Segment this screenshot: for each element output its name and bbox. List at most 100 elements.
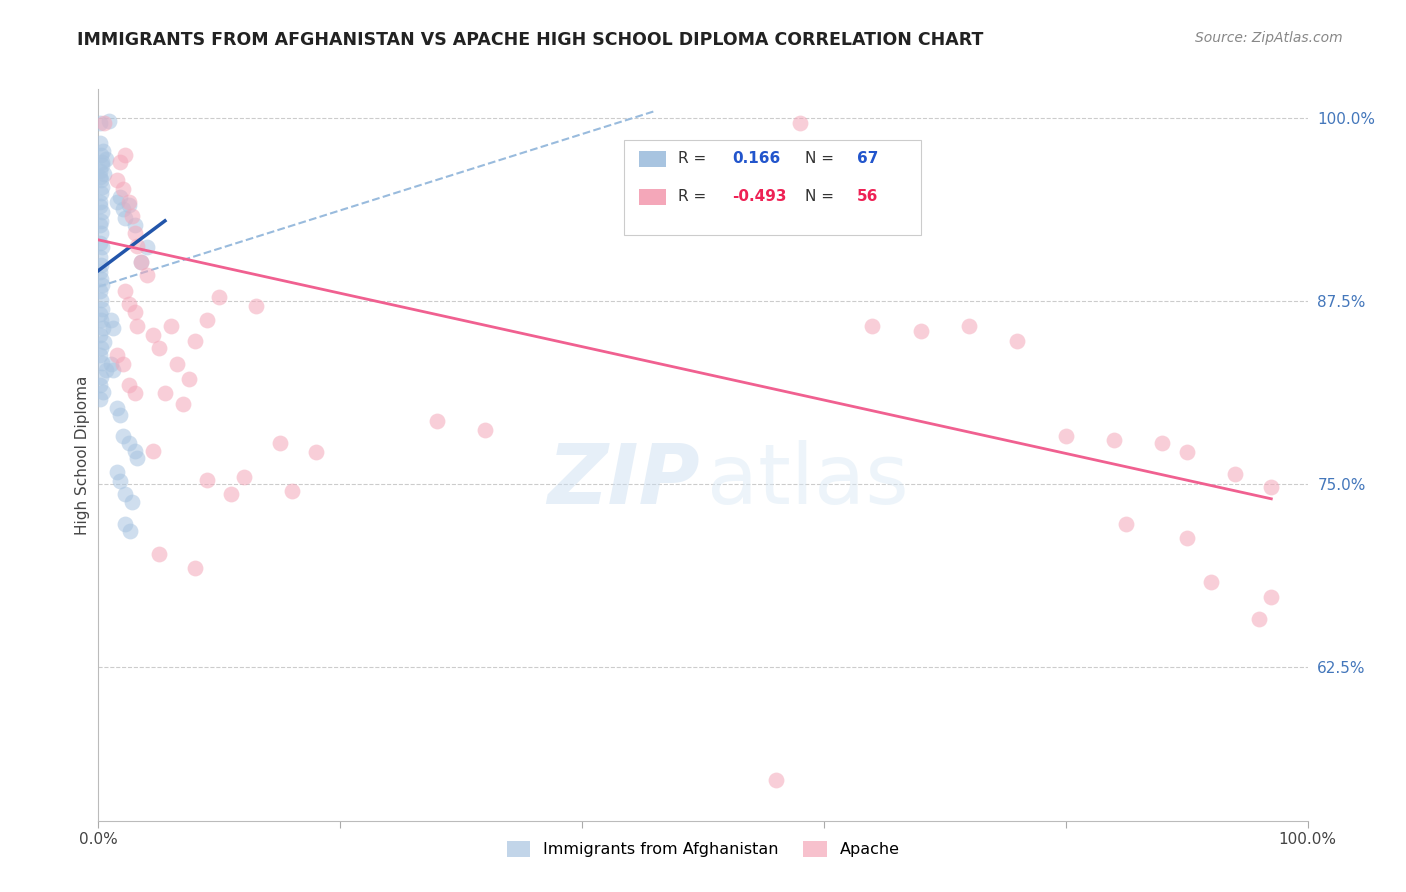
Point [179,372,201,386]
Point [111,182,134,196]
Point [305,445,328,459]
Point [124,219,146,233]
Point [127,319,149,334]
Point [91,384,114,399]
Point [93,167,115,181]
Point [1260,590,1282,604]
Point [91,320,114,334]
Point [124,226,146,240]
Point [957,319,980,334]
Point [1249,612,1271,626]
Point [1152,436,1174,450]
Point [129,255,152,269]
Point [89,169,111,184]
Point [90,214,112,228]
Point [232,470,254,484]
Point [90,258,112,272]
Point [100,357,122,371]
Point [142,328,165,343]
Point [114,284,136,298]
Point [108,155,131,169]
Point [1102,434,1125,448]
Point [108,475,131,489]
Point [1054,429,1077,443]
Point [765,772,787,787]
Point [90,173,112,187]
Point [127,238,149,252]
Point [208,290,231,304]
Point [114,487,136,501]
Point [91,278,114,293]
Point [114,148,136,162]
Point [184,560,207,574]
Point [127,450,149,465]
Legend: Immigrants from Afghanistan, Apache: Immigrants from Afghanistan, Apache [501,835,905,863]
Point [90,293,112,307]
Text: Source: ZipAtlas.com: Source: ZipAtlas.com [1195,31,1343,45]
Text: IMMIGRANTS FROM AFGHANISTAN VS APACHE HIGH SCHOOL DIPLOMA CORRELATION CHART: IMMIGRANTS FROM AFGHANISTAN VS APACHE HI… [77,31,984,49]
Point [89,194,111,209]
Point [910,324,932,338]
Point [148,548,170,562]
Point [90,226,112,240]
Text: atlas: atlas [707,440,908,521]
Point [90,148,112,162]
Text: R =: R = [678,151,706,166]
Point [91,356,114,370]
FancyBboxPatch shape [638,189,665,205]
Point [1175,445,1198,459]
Point [269,436,291,450]
Point [118,297,141,311]
Point [93,116,115,130]
Point [135,268,157,282]
Point [93,335,115,350]
Text: ZIP: ZIP [547,440,699,521]
Point [89,116,111,130]
Point [90,313,112,327]
Point [195,313,218,327]
Text: 56: 56 [856,189,877,204]
Point [108,409,131,423]
Point [89,348,111,362]
Point [89,392,111,407]
Point [221,487,243,501]
Point [89,136,111,151]
Point [124,443,146,458]
Point [160,319,183,334]
Text: N =: N = [804,151,834,166]
Point [129,255,152,269]
Point [89,219,111,233]
Point [105,401,128,416]
Point [166,357,188,371]
Point [1199,575,1222,590]
FancyBboxPatch shape [638,151,665,167]
Point [118,198,141,212]
Point [148,341,170,355]
Point [91,240,114,254]
Point [90,272,112,286]
Point [89,284,111,298]
Text: -0.493: -0.493 [733,189,786,204]
Point [1260,480,1282,494]
Text: R =: R = [678,189,706,204]
Point [105,173,128,187]
Point [111,429,134,443]
Point [184,334,207,348]
Point [89,377,111,392]
Point [90,341,112,355]
Point [89,235,111,250]
Point [118,377,141,392]
Point [789,116,811,130]
Point [118,436,141,450]
Point [118,194,141,209]
Point [90,186,112,200]
Point [114,516,136,531]
Point [111,202,134,216]
Point [153,386,176,401]
Point [89,328,111,343]
Point [89,308,111,322]
Point [1007,334,1029,348]
Point [101,320,124,334]
Point [121,494,143,508]
Point [172,397,194,411]
